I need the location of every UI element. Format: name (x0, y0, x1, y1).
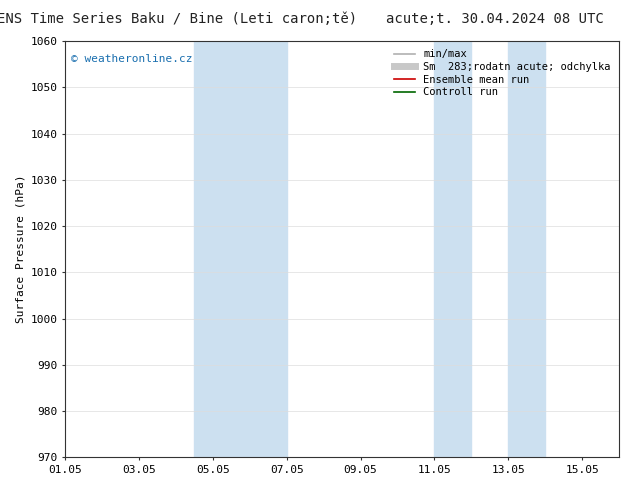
Text: acute;t. 30.04.2024 08 UTC: acute;t. 30.04.2024 08 UTC (385, 12, 604, 26)
Legend: min/max, Sm  283;rodatn acute; odchylka, Ensemble mean run, Controll run: min/max, Sm 283;rodatn acute; odchylka, … (391, 46, 614, 100)
Bar (508, 41, 545, 457)
Text: © weatheronline.cz: © weatheronline.cz (71, 53, 192, 64)
Bar (195, 41, 250, 457)
Y-axis label: Surface Pressure (hPa): Surface Pressure (hPa) (15, 175, 25, 323)
Bar (250, 41, 287, 457)
Bar (434, 41, 471, 457)
Text: ENS Time Series Baku / Bine (Leti caron;tě): ENS Time Series Baku / Bine (Leti caron;… (0, 12, 358, 26)
